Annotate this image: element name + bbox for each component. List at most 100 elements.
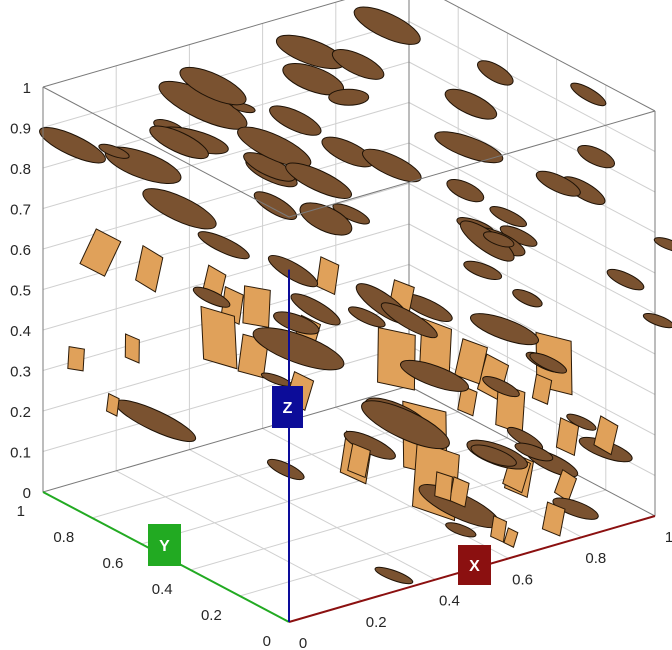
ellipse-fracture (192, 286, 231, 308)
planar-fracture (135, 244, 164, 293)
ellipse-fracture (374, 566, 414, 585)
grid-line (335, 406, 583, 538)
ellipse-fracture (328, 88, 370, 106)
tick-label: 1 (665, 529, 672, 546)
planar-fracture (316, 256, 340, 296)
tick-label: 0.5 (10, 283, 31, 300)
ellipse-fracture (445, 522, 477, 538)
ellipse-fracture (399, 359, 470, 392)
box-front-edges (42, 86, 656, 492)
grid-line (408, 223, 656, 355)
planar-fracture (124, 333, 140, 364)
ellipse-fracture (482, 376, 520, 398)
tick-label: 1 (23, 80, 31, 97)
ellipse-fracture (299, 202, 353, 236)
planar-fracture (79, 228, 122, 277)
ellipse-fracture (266, 458, 305, 481)
ellipse-fracture (446, 178, 485, 203)
ellipse-fracture (535, 170, 581, 197)
tick-label: 0.1 (10, 445, 31, 462)
tick-label: 0.3 (10, 364, 31, 381)
box-edge (42, 0, 346, 88)
tick-label: 0.6 (10, 242, 31, 259)
grid-line (239, 489, 606, 597)
ellipse-fracture (470, 444, 517, 467)
box-edge (288, 110, 656, 218)
planar-fracture (377, 327, 416, 391)
grid-line (42, 345, 410, 452)
ellipse-fracture (285, 162, 352, 199)
planar-fracture (434, 471, 453, 502)
planar-fracture (531, 373, 553, 405)
x-axis-label: X (469, 558, 480, 575)
planar-fracture (490, 515, 508, 543)
box-edge (443, 0, 656, 112)
ellipse-fracture (39, 126, 106, 164)
tick-label: 0.4 (152, 581, 173, 598)
tick-label: 1 (17, 503, 25, 520)
grid-line (408, 304, 656, 436)
grid-line (408, 102, 656, 233)
planar-fracture (593, 415, 619, 456)
ellipse-fracture (469, 313, 540, 346)
ellipse-fracture (552, 497, 599, 520)
tick-label: 0.2 (201, 607, 222, 624)
z-axis-badge: Z (272, 386, 303, 428)
tick-label: 0.4 (10, 323, 31, 340)
tick-label: 0.8 (10, 161, 31, 178)
ellipse-fracture (98, 143, 130, 159)
grid-line (408, 61, 656, 193)
y-axis-ticks: 0 0.2 0.4 0.6 0.8 1 (17, 503, 271, 650)
ellipse-fracture (332, 203, 371, 225)
grid-line (408, 183, 656, 314)
ellipse-fracture (489, 206, 528, 228)
y-axis-label: Y (159, 538, 170, 555)
z-badge-box (272, 386, 303, 428)
ellipse-fracture (477, 60, 514, 86)
ellipse-fracture (642, 313, 672, 329)
ellipse-fracture (483, 231, 515, 248)
ellipse-fracture (114, 399, 197, 442)
ellipse-fracture (267, 254, 319, 288)
grid-line (189, 449, 436, 581)
planar-fracture (105, 392, 120, 417)
ellipse-fracture (380, 302, 438, 339)
tick-label: 0.6 (103, 555, 124, 572)
grid-line (408, 142, 656, 274)
tick-label: 0 (263, 633, 271, 650)
tick-label: 0.9 (10, 121, 31, 138)
z-axis-label: Z (283, 400, 293, 417)
planar-fracture (67, 346, 85, 372)
y-badge-box (148, 524, 181, 566)
ellipse-fracture (444, 88, 498, 120)
ellipse-fracture (237, 126, 312, 168)
tick-label: 0 (23, 485, 31, 502)
grid-line (408, 264, 656, 395)
ellipse-fracture (529, 352, 568, 374)
ellipse-fracture (142, 188, 217, 230)
fracture-shapes (39, 6, 672, 585)
grid-line (42, 102, 410, 209)
ellipse-fracture (434, 131, 504, 164)
tick-label: 0.4 (439, 593, 460, 610)
planar-fracture (503, 527, 519, 548)
ellipse-fracture (653, 237, 672, 253)
planar-fracture (347, 442, 371, 479)
x-axis-ticks: 0 0.2 0.4 0.6 0.8 1 (299, 529, 672, 650)
tick-label: 0.6 (512, 571, 533, 588)
box-edge (42, 385, 410, 493)
grid-line (42, 21, 410, 128)
grid-line (190, 463, 557, 571)
ellipse-fracture (149, 125, 209, 160)
ellipse-fracture (570, 82, 607, 107)
ellipse-fracture (463, 260, 503, 281)
ellipse-fracture (252, 327, 345, 371)
grid-line (115, 470, 363, 602)
ellipse-fracture (512, 289, 543, 308)
ellipse-fracture (197, 231, 250, 260)
ellipse-fracture (253, 191, 298, 220)
ellipse-fracture (566, 413, 597, 431)
ellipse-fracture (290, 293, 341, 326)
planar-fracture (457, 385, 478, 417)
